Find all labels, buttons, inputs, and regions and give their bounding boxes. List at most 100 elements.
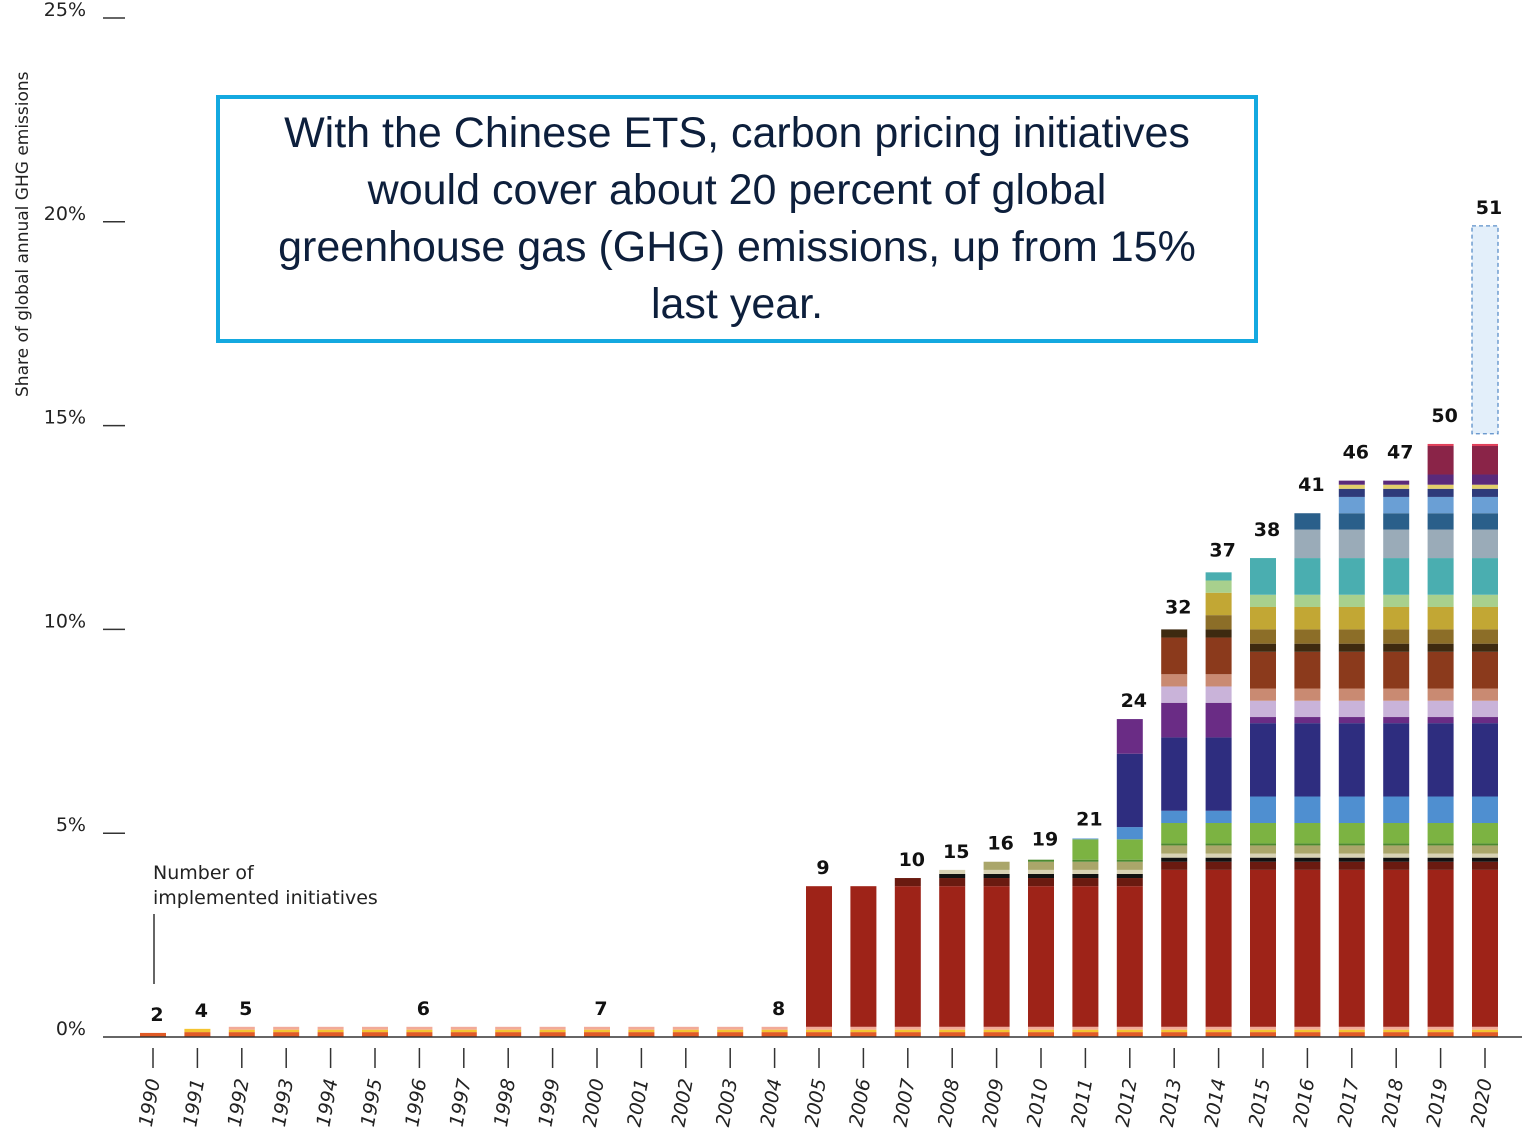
bar-segment-2011 bbox=[1072, 878, 1099, 887]
bar-segment-2017 bbox=[1338, 853, 1365, 858]
bar-segment-2015 bbox=[1250, 723, 1276, 797]
count-label-1992: 5 bbox=[239, 998, 252, 1020]
bar-segment-2017 bbox=[1338, 688, 1365, 701]
annotation-line-1: Number of bbox=[153, 862, 255, 884]
bar-segment-2019 bbox=[1427, 484, 1454, 489]
bar-segment-2008 bbox=[939, 1029, 966, 1033]
count-label-2009: 16 bbox=[987, 833, 1013, 855]
bar-segment-2015 bbox=[1250, 845, 1276, 854]
bar-segment-2009 bbox=[983, 1026, 1010, 1030]
bar-segment-2020 bbox=[1472, 1032, 1498, 1037]
bar-segment-2014 bbox=[1205, 869, 1232, 1027]
bar-segment-2005 bbox=[806, 1032, 832, 1037]
bar-segment-1992 bbox=[228, 1032, 255, 1037]
count-label-2005: 9 bbox=[816, 857, 829, 879]
bar-segment-2017 bbox=[1338, 484, 1365, 489]
bar-segment-1992 bbox=[228, 1026, 255, 1030]
x-tick-label-2017: 2017 bbox=[1334, 1077, 1364, 1128]
bar-segment-2000 bbox=[584, 1029, 610, 1033]
bar-segment-2013 bbox=[1161, 810, 1188, 824]
bar-segment-2018 bbox=[1383, 861, 1410, 870]
bar-segment-2008 bbox=[939, 869, 966, 874]
bar-segment-2017 bbox=[1338, 1032, 1365, 1037]
bar-segment-2014 bbox=[1205, 1026, 1232, 1030]
bar-segment-2010 bbox=[1028, 859, 1054, 862]
bar-segment-2003 bbox=[717, 1029, 744, 1033]
bar-segment-2017 bbox=[1338, 480, 1365, 485]
bar-segment-2015 bbox=[1250, 1029, 1276, 1033]
bar-segment-2010 bbox=[1028, 1026, 1054, 1030]
bar-segment-2017 bbox=[1338, 496, 1365, 514]
count-label-2000: 7 bbox=[594, 998, 607, 1020]
bar-segment-2014 bbox=[1205, 615, 1232, 630]
bar-segment-2016 bbox=[1294, 853, 1321, 858]
bar-segment-2018 bbox=[1383, 857, 1410, 862]
bar-segment-1990 bbox=[140, 1032, 166, 1037]
bar-segment-2017 bbox=[1338, 529, 1365, 559]
bar-segment-2015 bbox=[1250, 700, 1276, 718]
bar-segment-1994 bbox=[317, 1029, 344, 1033]
y-axis: 0% 5% 10% 15% 20% 25% bbox=[44, 0, 125, 1040]
bar-segment-2015 bbox=[1250, 853, 1276, 858]
bar-segment-2018 bbox=[1383, 513, 1410, 530]
bar-segment-2019 bbox=[1427, 529, 1454, 559]
bar-segment-2011 bbox=[1072, 1032, 1099, 1037]
bar-segment-2010 bbox=[1028, 861, 1054, 870]
count-label-1990: 2 bbox=[150, 1004, 163, 1026]
bar-segment-2015 bbox=[1250, 643, 1276, 652]
bar-segment-2013 bbox=[1161, 737, 1188, 811]
x-tick-label-1996: 1996 bbox=[401, 1077, 431, 1128]
bar-segment-2009 bbox=[983, 1032, 1010, 1037]
bar-segment-2013 bbox=[1161, 637, 1188, 675]
bar-segment-2015 bbox=[1250, 717, 1276, 724]
bar-segment-2009 bbox=[983, 886, 1010, 1027]
bar-segment-2016 bbox=[1294, 1026, 1321, 1030]
bar-segment-1994 bbox=[317, 1032, 344, 1037]
bar-segment-2020 bbox=[1472, 529, 1498, 559]
bar-segment-2018 bbox=[1383, 845, 1410, 854]
bar-segment-2018 bbox=[1383, 594, 1410, 607]
bar-segment-2016 bbox=[1294, 717, 1321, 724]
bars bbox=[140, 225, 1499, 1037]
bar-segment-1993 bbox=[273, 1026, 300, 1030]
x-tick-label-1997: 1997 bbox=[446, 1077, 476, 1128]
bar-segment-2018 bbox=[1383, 643, 1410, 652]
bar-segment-2014 bbox=[1205, 592, 1232, 616]
bar-segment-2011 bbox=[1072, 1026, 1099, 1030]
x-tick-label-1995: 1995 bbox=[357, 1077, 387, 1128]
bar-segment-2015 bbox=[1250, 843, 1276, 846]
bar-segment-2010 bbox=[1028, 1029, 1054, 1033]
bar-segment-2013 bbox=[1161, 674, 1188, 687]
bar-segment-2013 bbox=[1161, 629, 1188, 638]
bar-segment-2011 bbox=[1072, 886, 1099, 1027]
bar-segment-2013 bbox=[1161, 853, 1188, 858]
bar-segment-1993 bbox=[273, 1032, 300, 1037]
count-label-2017: 46 bbox=[1343, 441, 1369, 463]
bar-segment-2020 bbox=[1472, 488, 1498, 497]
bar-segment-2007 bbox=[894, 878, 921, 887]
bar-segment-2013 bbox=[1161, 857, 1188, 862]
bar-segment-2020 bbox=[1472, 853, 1498, 858]
bar-segment-1991 bbox=[184, 1032, 211, 1037]
bar-segment-2015 bbox=[1250, 823, 1276, 844]
bar-segment-1996 bbox=[406, 1032, 433, 1037]
bar-segment-1999 bbox=[539, 1026, 566, 1030]
bar-segment-2017 bbox=[1338, 594, 1365, 607]
x-tick-label-2018: 2018 bbox=[1378, 1077, 1408, 1128]
bar-segment-2014 bbox=[1205, 1029, 1232, 1033]
bar-segment-1997 bbox=[450, 1032, 477, 1037]
bar-segment-2016 bbox=[1294, 857, 1321, 862]
x-tick-label-2006: 2006 bbox=[845, 1077, 875, 1128]
bar-segment-2020 bbox=[1472, 513, 1498, 530]
bar-segment-2015 bbox=[1250, 1026, 1276, 1030]
bar-segment-2004 bbox=[761, 1032, 788, 1037]
bar-segment-2019 bbox=[1427, 843, 1454, 846]
bar-segment-2008 bbox=[939, 1026, 966, 1030]
bar-segment-2018 bbox=[1383, 843, 1410, 846]
bar-segment-2011 bbox=[1072, 873, 1099, 879]
x-tick-label-1990: 1990 bbox=[135, 1077, 165, 1128]
bar-segment-1992 bbox=[228, 1029, 255, 1033]
bar-segment-2015 bbox=[1250, 594, 1276, 607]
bar-segment-2019 bbox=[1427, 443, 1454, 446]
